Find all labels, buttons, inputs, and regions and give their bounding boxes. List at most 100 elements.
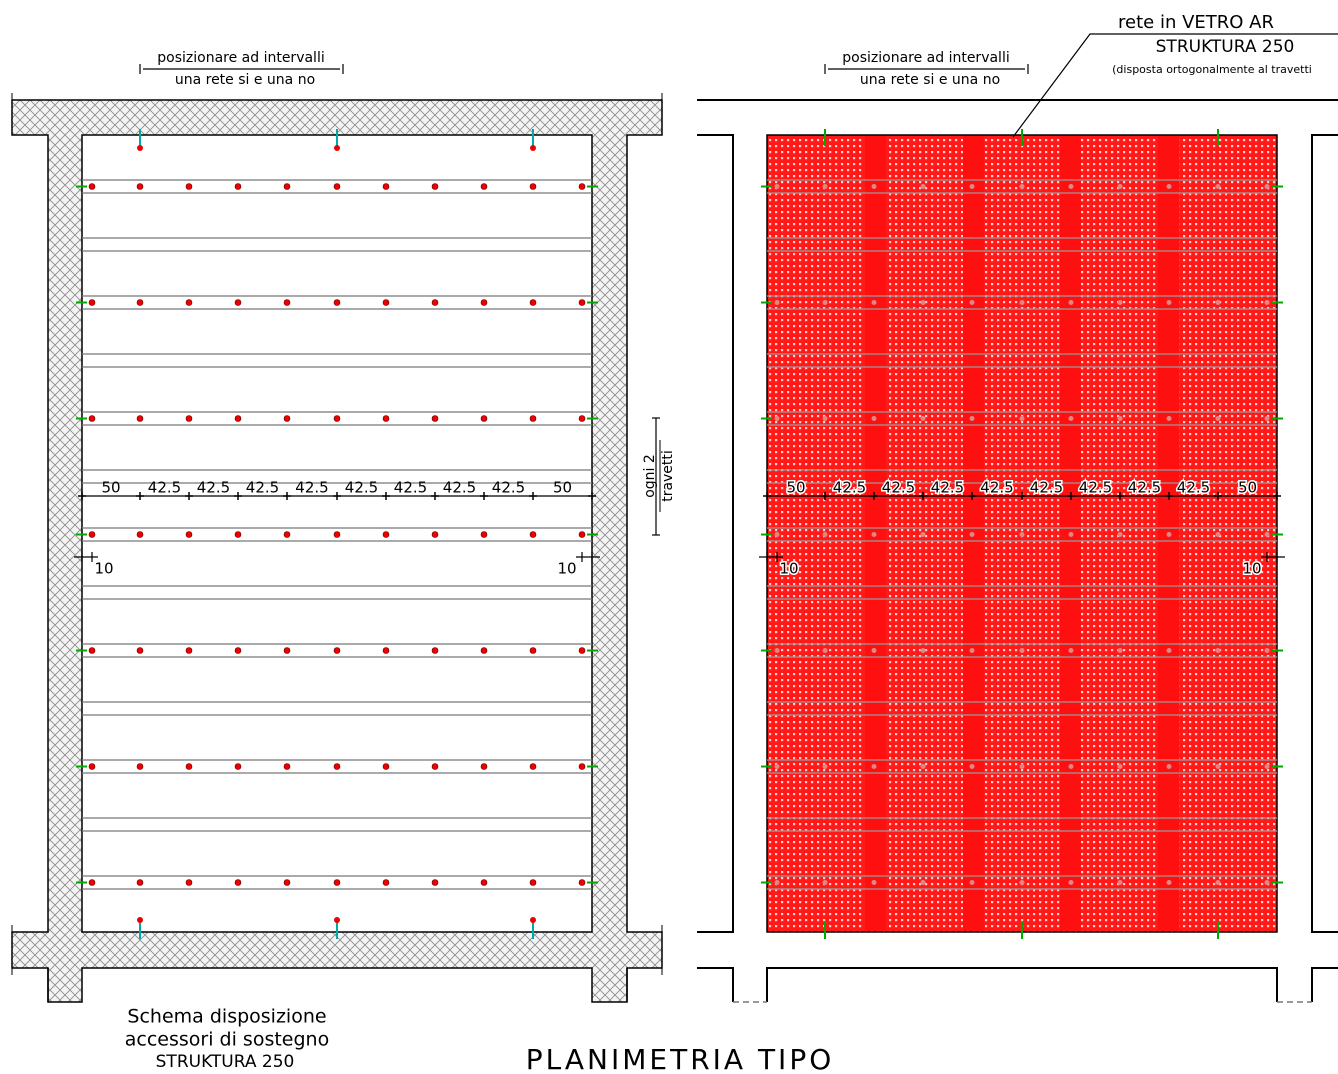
support-dot (382, 415, 390, 422)
support-dot (480, 183, 488, 190)
support-dot (382, 647, 390, 654)
support-dot (774, 764, 780, 769)
support-dot (1166, 648, 1172, 653)
support-dot (1166, 764, 1172, 769)
support-dot (1019, 416, 1025, 421)
support-dot (382, 531, 390, 538)
support-dot (333, 763, 341, 770)
support-dot (920, 184, 926, 189)
support-dot (382, 879, 390, 886)
support-dot (1117, 416, 1123, 421)
support-dot (529, 763, 537, 770)
support-dot (1019, 184, 1025, 189)
support-dot (480, 647, 488, 654)
support-dot (1215, 416, 1221, 421)
support-dot (871, 764, 877, 769)
support-dot (1068, 880, 1074, 885)
support-dot (822, 880, 828, 885)
support-dot (185, 299, 193, 306)
support-dot (480, 531, 488, 538)
support-dot (234, 763, 242, 770)
support-dot (1019, 648, 1025, 653)
support-dot (920, 416, 926, 421)
support-dot (1264, 300, 1270, 305)
support-dot (578, 647, 586, 654)
support-dot (334, 917, 340, 923)
support-dot (382, 183, 390, 190)
support-dot (1117, 764, 1123, 769)
dimension: 42.5 (197, 479, 230, 497)
support-dot (1019, 880, 1025, 885)
wall-outline (697, 134, 734, 933)
support-dot (136, 299, 144, 306)
support-dot (431, 415, 439, 422)
dimension: 42.5 (931, 479, 964, 497)
support-dot (88, 183, 96, 190)
support-dot (920, 764, 926, 769)
support-dot (529, 415, 537, 422)
dimension: 42.5 (345, 479, 378, 497)
label: PLANIMETRIA TIPO (526, 1043, 835, 1074)
support-dot (1215, 532, 1221, 537)
label: travetti (660, 450, 676, 502)
support-dot (871, 300, 877, 305)
wall-outline (1311, 134, 1338, 933)
support-dot (234, 879, 242, 886)
support-dot (578, 415, 586, 422)
support-dot (774, 416, 780, 421)
support-dot (382, 299, 390, 306)
support-dot (871, 648, 877, 653)
support-dot (234, 647, 242, 654)
support-dot (578, 183, 586, 190)
support-dot (1215, 764, 1221, 769)
support-dot (1166, 300, 1172, 305)
support-dot (136, 183, 144, 190)
support-dot (283, 647, 291, 654)
support-dot (1166, 416, 1172, 421)
support-dot (1215, 300, 1221, 305)
support-dot (185, 879, 193, 886)
support-dot (136, 763, 144, 770)
support-dot (88, 647, 96, 654)
support-dot (1117, 648, 1123, 653)
support-dot (822, 764, 828, 769)
support-dot (1215, 880, 1221, 885)
support-dot (88, 763, 96, 770)
support-dot (969, 532, 975, 537)
support-dot (136, 415, 144, 422)
dimension: 42.5 (1128, 479, 1161, 497)
support-dot (871, 532, 877, 537)
dimension: 50 (1238, 479, 1257, 497)
support-dot (774, 532, 780, 537)
support-dot (578, 763, 586, 770)
label: ogni 2 (642, 454, 658, 498)
support-dot (136, 647, 144, 654)
dimension: 50 (786, 479, 805, 497)
support-dot (920, 648, 926, 653)
support-dot (969, 416, 975, 421)
support-dot (234, 415, 242, 422)
support-dot (431, 879, 439, 886)
support-dot (1264, 648, 1270, 653)
support-dot (88, 415, 96, 422)
support-dot (1264, 764, 1270, 769)
support-dot (1068, 764, 1074, 769)
support-dot (871, 880, 877, 885)
support-dot (333, 531, 341, 538)
support-dot (969, 648, 975, 653)
support-dot (1215, 184, 1221, 189)
support-dot (185, 531, 193, 538)
support-dot (1117, 184, 1123, 189)
label: accessori di sostegno (125, 1029, 329, 1051)
support-dot (529, 531, 537, 538)
label: una rete si e una no (860, 72, 1000, 88)
dimension: 42.5 (246, 479, 279, 497)
support-dot (774, 300, 780, 305)
support-dot (578, 299, 586, 306)
support-dot (333, 879, 341, 886)
support-dot (1019, 300, 1025, 305)
support-dot (530, 917, 536, 923)
dimension: 42.5 (1030, 479, 1063, 497)
support-dot (969, 184, 975, 189)
support-dot (234, 299, 242, 306)
